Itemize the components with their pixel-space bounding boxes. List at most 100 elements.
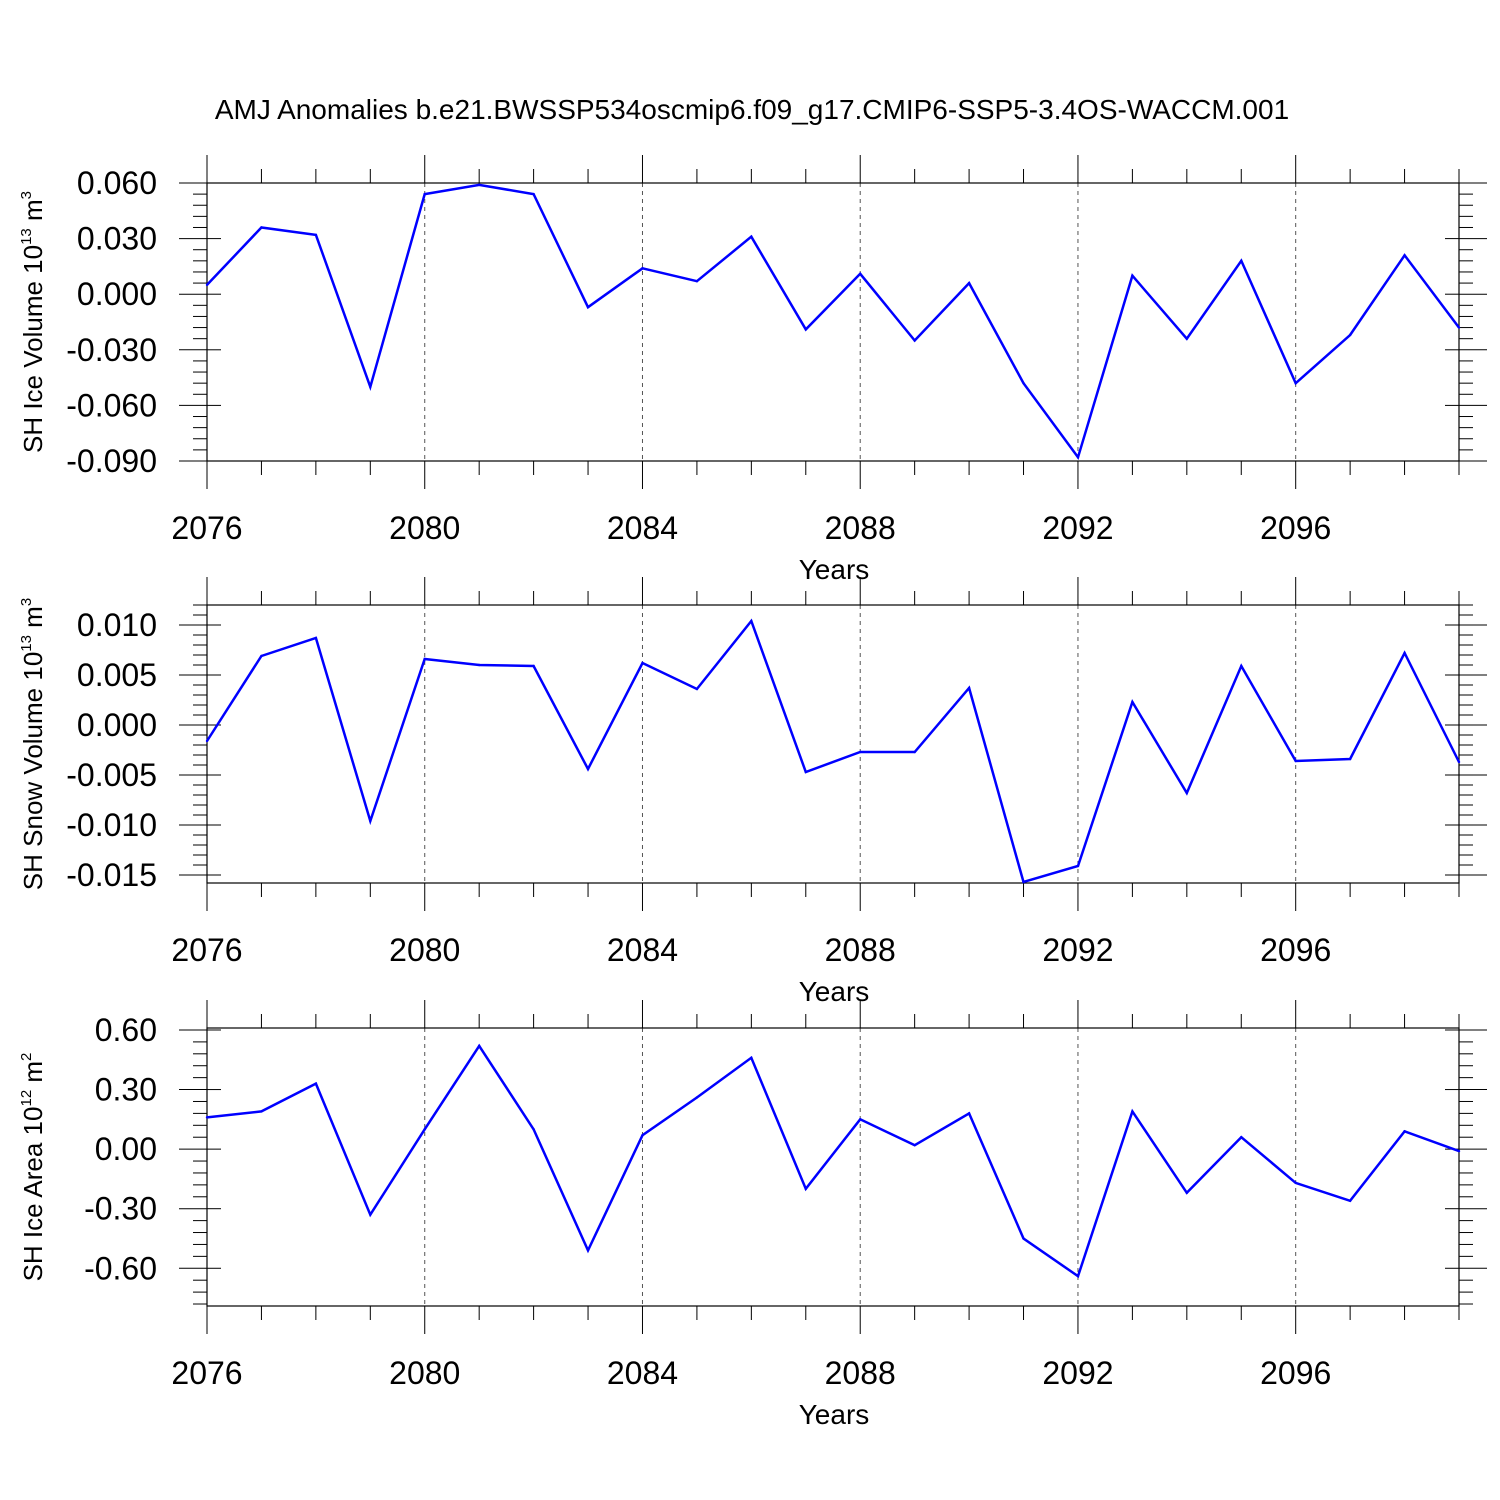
y-tick-label: 0.005 [77, 657, 157, 693]
y-tick-label: -0.010 [66, 807, 157, 843]
data-point [205, 283, 209, 287]
data-point [1348, 757, 1352, 761]
y-tick-label: 0.60 [95, 1012, 157, 1048]
plot-frame [206, 182, 1460, 462]
y-tick-label: 0.010 [77, 607, 157, 643]
y-tick-label: 0.030 [77, 221, 157, 257]
x-axis-title: Years [799, 554, 870, 585]
x-axis-title: Years [799, 1399, 870, 1430]
data-point [859, 750, 862, 754]
data-point [1185, 337, 1189, 340]
x-tick-label: 2096 [1260, 1355, 1331, 1391]
data-point [314, 1082, 318, 1085]
series-line [206, 183, 1460, 461]
data-point [1022, 1237, 1025, 1240]
plot-frame [206, 604, 1460, 884]
data-point [369, 1213, 372, 1216]
data-point [532, 664, 535, 668]
data-point [586, 305, 590, 309]
data-point [1348, 333, 1352, 337]
series-line [205, 618, 1461, 884]
x-tick-label: 2076 [171, 1355, 242, 1391]
data-point [804, 770, 807, 774]
data-point [859, 1118, 862, 1121]
data-point [423, 657, 426, 661]
data-point [1240, 664, 1243, 668]
x-tick-label: 2076 [171, 932, 242, 968]
y-tick-label: -0.60 [84, 1250, 157, 1286]
figure-title: AMJ Anomalies b.e21.BWSSP534oscmip6.f09_… [215, 94, 1289, 125]
data-point [1076, 864, 1080, 868]
data-point [695, 1096, 699, 1099]
data-point [314, 636, 318, 640]
data-point [641, 267, 644, 270]
x-axis-title: Years [799, 976, 870, 1007]
panel-2: 2076 2080 2084 2088 2092 2096 Years 0.010 0.005 0… [18, 577, 1487, 1007]
y-tick-label: 0.000 [77, 276, 157, 312]
y-tick-label: -0.060 [66, 387, 157, 423]
data-point [695, 687, 699, 691]
y-tick-label: -0.015 [66, 857, 157, 893]
data-point [532, 1128, 535, 1131]
data-point [1076, 1275, 1080, 1278]
data-point [913, 750, 916, 754]
data-point [1185, 791, 1189, 795]
data-point [859, 272, 862, 276]
data-point [1403, 1130, 1406, 1133]
data-point [1403, 651, 1406, 655]
data-point [1131, 274, 1134, 277]
x-tick-label: 2080 [389, 932, 460, 968]
data-point [260, 654, 263, 658]
data-point [1294, 381, 1297, 385]
data-point [314, 233, 318, 237]
data-point [477, 663, 481, 667]
data-point [1076, 456, 1080, 459]
data-point [586, 767, 590, 771]
data-point [260, 226, 263, 229]
data-point [913, 1143, 916, 1147]
y-tick-label: -0.30 [84, 1191, 157, 1227]
data-point [260, 1110, 263, 1113]
data-point [477, 1044, 481, 1048]
y-axis-title: SH Snow Volume 1013 m3 [18, 598, 48, 890]
data-point [1348, 1199, 1352, 1202]
data-point [1022, 880, 1025, 884]
y-tick-label: 0.30 [95, 1072, 157, 1108]
data-point [586, 1249, 590, 1252]
x-tick-label: 2084 [607, 510, 678, 546]
x-tick-label: 2092 [1042, 510, 1113, 546]
y-axis-title: SH Ice Volume 1013 m3 [18, 191, 48, 453]
y-axis-title: SH Ice Area 1012 m2 [18, 1053, 48, 1282]
data-point [804, 328, 807, 331]
data-point [967, 1112, 971, 1115]
data-point [913, 339, 916, 342]
x-tick-label: 2092 [1042, 932, 1113, 968]
panel-3: 2076 2080 2084 2088 2092 2096 Years 0.60 0.30 0.0… [18, 1000, 1487, 1430]
data-point [967, 686, 971, 690]
x-tick-label: 2096 [1260, 510, 1331, 546]
data-point [750, 235, 753, 238]
data-point [1185, 1191, 1189, 1195]
x-tick-label: 2076 [171, 510, 242, 546]
data-point [423, 192, 426, 196]
x-tick-label: 2088 [825, 932, 896, 968]
data-point [967, 281, 971, 285]
data-point [695, 280, 699, 283]
x-tick-label: 2088 [825, 1355, 896, 1391]
data-point [750, 1056, 753, 1059]
data-point [1022, 381, 1025, 385]
y-tick-label: -0.090 [66, 443, 157, 479]
data-point [1457, 760, 1461, 764]
plot-frame [206, 1027, 1460, 1307]
data-point [1240, 1136, 1243, 1139]
y-tick-label: 0.000 [77, 707, 157, 743]
data-point [1457, 1149, 1461, 1153]
y-tick-label: 0.060 [77, 165, 157, 201]
data-point [641, 1134, 644, 1137]
y-tick-label: -0.005 [66, 757, 157, 793]
x-tick-label: 2092 [1042, 1355, 1113, 1391]
data-point [369, 819, 372, 823]
data-point [1240, 259, 1243, 263]
x-tick-label: 2080 [389, 510, 460, 546]
